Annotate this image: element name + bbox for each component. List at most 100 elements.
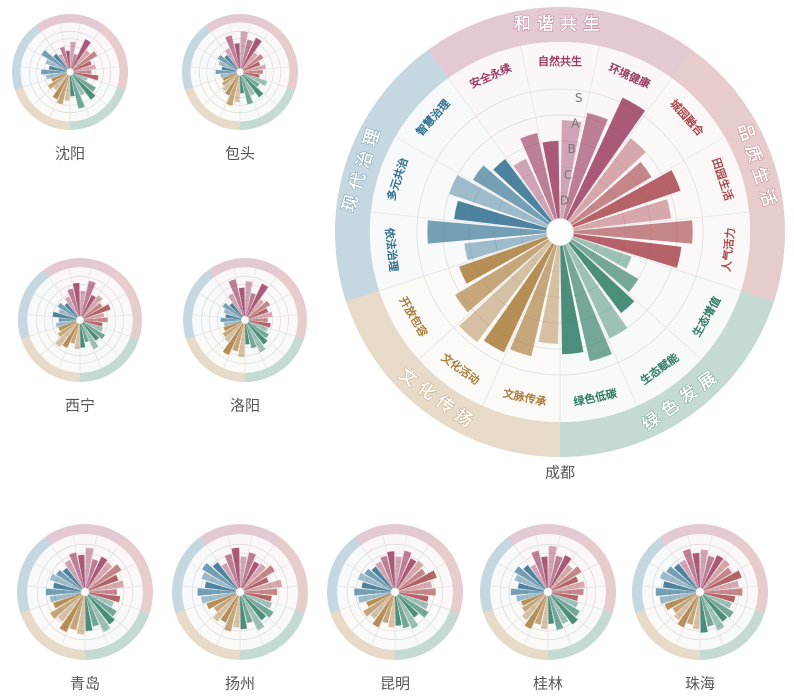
radial-divider (656, 594, 698, 631)
radial-divider (194, 320, 242, 337)
bar (45, 72, 67, 80)
sector-tint (379, 236, 560, 423)
bar (240, 75, 254, 105)
dimension-ring (43, 258, 117, 278)
bar (53, 74, 68, 91)
tick-label: S (575, 91, 583, 105)
bar (551, 593, 579, 608)
bar (76, 596, 85, 635)
city-name: 沈阳 (55, 145, 85, 163)
radial-divider (41, 594, 83, 631)
bar (674, 563, 698, 590)
dimension-ring (205, 13, 275, 33)
radial-divider (397, 545, 430, 589)
bar (58, 321, 77, 332)
bar (398, 592, 429, 602)
radial-divider (447, 77, 553, 222)
bar (225, 35, 240, 69)
radial-divider (246, 277, 277, 318)
dimension-ring (20, 609, 86, 661)
bar (232, 323, 245, 352)
radial-divider (197, 47, 238, 71)
radial-divider (551, 562, 599, 591)
bar (245, 281, 253, 317)
bar (541, 556, 548, 588)
bar (245, 293, 256, 317)
bar (242, 594, 266, 621)
dimension-ring (428, 536, 464, 614)
dimension-ring (560, 290, 774, 458)
bar (240, 595, 253, 624)
bar (53, 593, 82, 609)
radial-divider (88, 592, 141, 611)
sector-tint (448, 41, 672, 222)
bar (55, 322, 78, 348)
bar (56, 75, 70, 105)
radial-divider (248, 320, 296, 337)
bar (58, 308, 77, 319)
bar (222, 323, 244, 356)
bar (88, 564, 122, 590)
radial-divider (395, 535, 408, 589)
bar (73, 60, 92, 71)
dimension-ring (184, 87, 240, 130)
sector-tint (490, 545, 546, 610)
bar (493, 159, 552, 223)
dimension-ring (671, 49, 785, 302)
bar (88, 574, 119, 591)
bar (659, 592, 697, 604)
dimension-ring (268, 25, 298, 90)
bar (483, 243, 555, 353)
bar (397, 560, 424, 590)
bar (46, 588, 81, 596)
bar (80, 280, 96, 317)
bar (88, 594, 117, 617)
bar (221, 562, 239, 589)
bar (358, 592, 392, 603)
bar (517, 583, 545, 592)
bar (220, 317, 242, 323)
sector-tint (20, 32, 68, 88)
radial-divider (48, 277, 79, 318)
city-name: 扬州 (225, 675, 255, 693)
bar (80, 323, 89, 343)
bar (215, 69, 237, 75)
radial-divider (210, 31, 239, 70)
radial-divider (571, 136, 725, 226)
bar (243, 69, 263, 75)
bar (449, 175, 549, 228)
radial-divider (89, 585, 143, 592)
bar (704, 588, 743, 596)
bar (67, 288, 80, 317)
radial-divider (243, 562, 291, 591)
bar (243, 594, 274, 618)
sector-tint (550, 545, 606, 610)
bar (243, 579, 283, 592)
radial-divider (40, 31, 69, 70)
radial-divider (552, 585, 606, 592)
sector-tint (247, 277, 298, 337)
bar (700, 555, 715, 589)
radial-divider (700, 535, 713, 589)
bar (549, 555, 572, 589)
bar (692, 596, 700, 630)
bar (513, 158, 555, 221)
sector-tint (30, 593, 86, 650)
bar (548, 546, 557, 588)
bar (222, 321, 243, 338)
bar (398, 570, 437, 591)
bar (52, 311, 77, 320)
radial-divider (189, 562, 237, 591)
dimension-ring (635, 609, 700, 661)
sector-tint (645, 593, 700, 650)
bar (398, 594, 429, 618)
bar (243, 61, 261, 71)
bar (551, 581, 585, 592)
dimension-ring (660, 523, 740, 546)
bar (550, 565, 573, 590)
radial-divider (360, 545, 393, 589)
center-hole (235, 587, 245, 597)
bar (221, 66, 237, 72)
bar (570, 238, 639, 292)
dimension-ring (11, 25, 42, 90)
